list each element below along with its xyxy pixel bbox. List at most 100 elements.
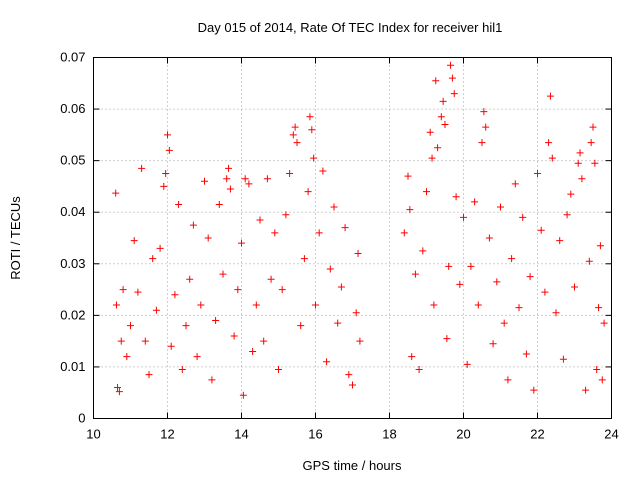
data-point bbox=[130, 237, 138, 245]
data-point bbox=[162, 170, 170, 178]
data-point bbox=[415, 366, 423, 374]
data-point bbox=[585, 257, 593, 265]
data-point bbox=[226, 185, 234, 193]
data-point bbox=[430, 301, 438, 309]
data-point bbox=[241, 175, 249, 183]
data-point bbox=[160, 182, 168, 190]
y-tick-label: 0.01 bbox=[60, 359, 85, 374]
y-tick-label: 0.07 bbox=[60, 50, 85, 65]
x-tick-label: 12 bbox=[160, 427, 174, 442]
data-point bbox=[267, 275, 275, 283]
gridlines bbox=[93, 57, 612, 419]
data-point bbox=[582, 386, 590, 394]
data-point bbox=[400, 229, 408, 237]
data-point bbox=[426, 128, 434, 136]
data-point bbox=[197, 301, 205, 309]
data-point bbox=[480, 108, 488, 116]
data-point bbox=[478, 139, 486, 147]
data-point bbox=[563, 211, 571, 219]
data-point bbox=[474, 301, 482, 309]
data-point bbox=[175, 200, 183, 208]
data-point bbox=[589, 123, 597, 131]
data-point bbox=[152, 306, 160, 314]
data-point bbox=[411, 270, 419, 278]
data-point bbox=[308, 126, 316, 134]
data-point bbox=[114, 384, 122, 392]
data-point bbox=[119, 286, 127, 294]
data-point bbox=[326, 265, 334, 273]
data-point bbox=[467, 262, 475, 270]
data-point bbox=[356, 337, 364, 345]
x-tick-label: 22 bbox=[530, 427, 544, 442]
data-point bbox=[165, 146, 173, 154]
data-point bbox=[511, 180, 519, 188]
data-point bbox=[245, 180, 253, 188]
data-point bbox=[595, 304, 603, 312]
data-point bbox=[471, 198, 479, 206]
data-point bbox=[330, 203, 338, 211]
data-point bbox=[485, 234, 493, 242]
chart-title: Day 015 of 2014, Rate Of TEC Index for r… bbox=[198, 20, 503, 35]
data-point bbox=[256, 216, 264, 224]
data-point bbox=[252, 301, 260, 309]
data-point bbox=[489, 340, 497, 348]
data-point bbox=[315, 229, 323, 237]
data-point bbox=[323, 358, 331, 366]
data-point bbox=[117, 337, 125, 345]
y-tick-label: 0.03 bbox=[60, 256, 85, 271]
x-tick-label: 18 bbox=[382, 427, 396, 442]
data-point bbox=[460, 213, 467, 221]
data-point bbox=[215, 200, 223, 208]
data-point bbox=[447, 61, 455, 69]
data-point bbox=[201, 177, 208, 185]
data-point bbox=[282, 211, 290, 219]
data-point bbox=[437, 113, 445, 121]
data-point bbox=[145, 371, 153, 379]
data-point bbox=[278, 286, 286, 294]
data-point bbox=[223, 175, 231, 183]
data-point bbox=[263, 175, 271, 183]
data-point bbox=[286, 170, 294, 178]
data-point bbox=[600, 319, 608, 327]
data-point bbox=[439, 97, 447, 105]
data-point bbox=[515, 304, 523, 312]
data-point bbox=[293, 139, 301, 147]
data-point bbox=[432, 77, 440, 85]
data-point bbox=[341, 224, 349, 232]
y-tick-label: 0.06 bbox=[60, 101, 85, 116]
data-point bbox=[482, 123, 490, 131]
data-point bbox=[428, 154, 436, 162]
data-point bbox=[225, 164, 233, 172]
data-point bbox=[450, 90, 458, 98]
data-point bbox=[408, 353, 416, 361]
data-point bbox=[530, 386, 538, 394]
data-point bbox=[598, 376, 606, 384]
data-point bbox=[123, 353, 131, 361]
data-point bbox=[182, 322, 190, 330]
data-point bbox=[537, 226, 545, 234]
data-point bbox=[504, 376, 512, 384]
data-point bbox=[576, 149, 584, 157]
data-point bbox=[571, 283, 578, 291]
data-point bbox=[208, 376, 216, 384]
data-point bbox=[578, 175, 586, 183]
data-point bbox=[441, 121, 449, 129]
y-tick-label: 0.02 bbox=[60, 307, 85, 322]
data-point bbox=[556, 237, 564, 245]
data-point bbox=[186, 275, 194, 283]
data-point bbox=[445, 262, 453, 270]
y-tick-label: 0.04 bbox=[60, 204, 85, 219]
data-point bbox=[260, 337, 268, 345]
x-tick-label: 16 bbox=[308, 427, 322, 442]
data-point bbox=[591, 159, 599, 167]
data-point bbox=[310, 154, 318, 162]
data-point bbox=[238, 239, 245, 247]
data-point bbox=[312, 301, 319, 309]
data-point bbox=[534, 170, 541, 178]
data-point bbox=[448, 74, 456, 82]
data-point bbox=[463, 360, 471, 368]
data-point bbox=[334, 319, 342, 327]
data-points bbox=[112, 61, 608, 399]
data-point bbox=[249, 347, 257, 355]
data-point bbox=[239, 391, 247, 399]
